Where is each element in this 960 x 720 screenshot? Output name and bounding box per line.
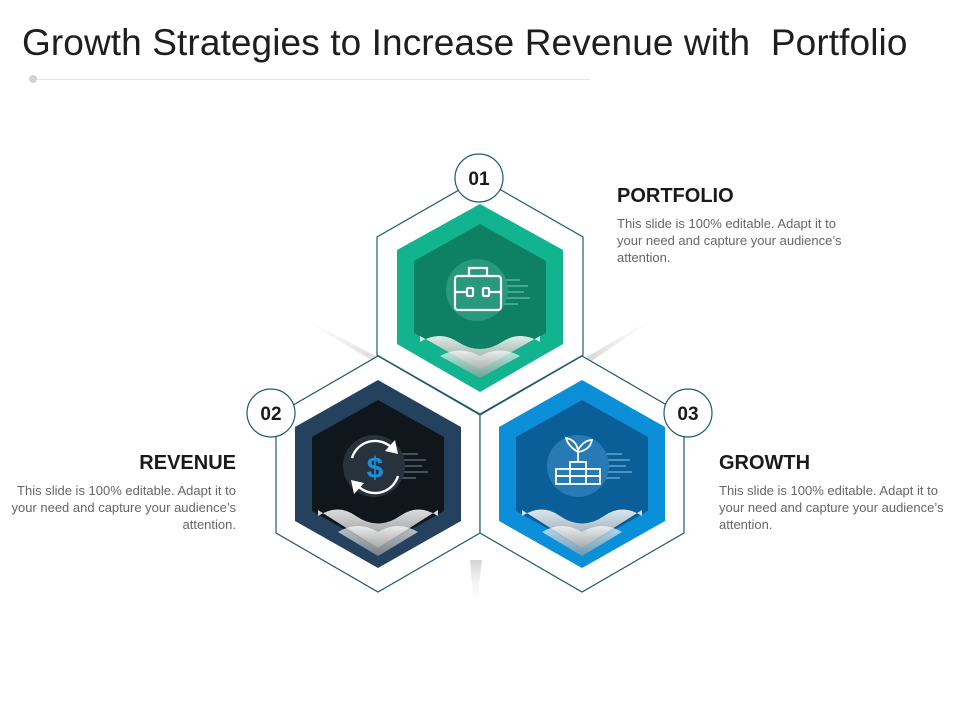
badge-02: 02: [246, 388, 296, 438]
badge-03-number: 03: [677, 404, 698, 425]
light-ray-left: [290, 312, 383, 364]
growth-description: This slide is 100% editable. Adapt it to…: [719, 483, 944, 532]
light-ray-right: [585, 312, 665, 362]
growth-heading: GROWTH: [719, 452, 811, 474]
revenue-description: This slide is 100% editable. Adapt it to…: [11, 483, 236, 532]
badge-01: 01: [454, 153, 504, 203]
portfolio-speed-lines: [504, 279, 530, 305]
dollar-sign: $: [367, 452, 384, 485]
slide-title: Growth Strategies to Increase Revenue wi…: [22, 22, 908, 63]
badge-02-number: 02: [260, 404, 281, 425]
badge-01-number: 01: [468, 169, 490, 190]
portfolio-description: This slide is 100% editable. Adapt it to…: [617, 216, 842, 265]
badge-03: 03: [663, 388, 713, 438]
plant-growth-icon: [555, 436, 601, 485]
portfolio-heading: PORTFOLIO: [617, 185, 734, 207]
title-divider-dot: [29, 75, 37, 83]
growth-icon-backdrop: [547, 435, 609, 497]
portfolio-icon-backdrop: [446, 259, 508, 321]
dollar-cycle-icon: [350, 439, 400, 495]
light-ray-bottom: [470, 560, 482, 610]
briefcase-icon: [453, 266, 503, 312]
revenue-speed-lines: [402, 453, 428, 479]
title-divider: [34, 79, 590, 80]
growth-speed-lines: [606, 453, 632, 479]
revenue-heading: REVENUE: [139, 452, 236, 474]
